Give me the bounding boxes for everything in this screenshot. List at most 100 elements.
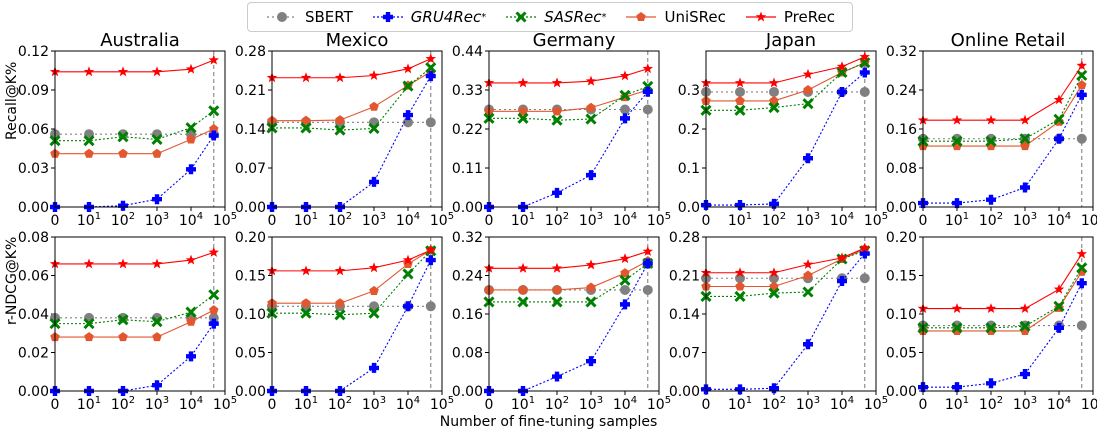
x-tick-label: 101 <box>945 211 969 229</box>
data-point-sasrec <box>117 314 129 326</box>
legend-swatch <box>506 11 537 23</box>
data-point-prerec <box>551 77 563 88</box>
series-line-gru4rec <box>706 72 866 206</box>
data-point-sbert <box>735 86 745 97</box>
data-point-sasrec <box>402 80 414 92</box>
y-tick-label: 0.08 <box>452 346 483 362</box>
data-point-prerec <box>1053 283 1065 294</box>
x-tick-label: 101 <box>728 395 752 413</box>
series-line-prerec <box>923 65 1083 121</box>
x-tick-label: 101 <box>294 211 318 229</box>
panel-row1-col0: 0.00 0.02 0.04 0.06 0.08 0 101 102 103 104 105 <box>18 230 237 413</box>
data-point-sasrec <box>951 322 963 334</box>
data-point-sasrec <box>585 113 597 125</box>
data-point-prerec <box>642 63 654 74</box>
series-line-gru4rec <box>272 75 432 208</box>
legend-label: UniSRec <box>664 8 726 26</box>
data-point-prerec <box>951 303 963 314</box>
x-tick-label: 0 <box>268 213 277 229</box>
data-point-prerec <box>425 244 437 255</box>
data-point-gru4rec <box>837 86 847 97</box>
y-tick-label: 0.00 <box>18 200 49 216</box>
data-point-gru4rec <box>859 248 870 259</box>
y-tick-label: 0.33 <box>452 83 483 99</box>
data-point-sasrec <box>334 309 346 321</box>
x-tick-label: 102 <box>545 395 569 413</box>
y-tick-label: 0.2 <box>678 122 700 138</box>
y-tick-label: 0.06 <box>18 122 49 138</box>
y-tick-label: 0.00 <box>452 200 483 216</box>
data-point-unisrec <box>209 124 219 134</box>
data-point-sasrec <box>768 287 780 299</box>
x-tick-label: 103 <box>145 211 169 229</box>
x-tick-label: 103 <box>796 395 820 413</box>
y-tick-label: 0.20 <box>886 230 917 246</box>
data-point-prerec <box>368 262 380 273</box>
data-point-sasrec <box>208 105 220 117</box>
data-point-sasrec <box>619 89 631 101</box>
data-point-sasrec <box>300 307 312 319</box>
y-tick-label: 0.20 <box>235 230 266 246</box>
data-point-prerec <box>151 66 163 77</box>
data-point-sasrec <box>859 57 871 69</box>
data-point-prerec <box>1019 114 1031 125</box>
data-point-prerec <box>83 66 95 77</box>
panel-row1-col4: 0.00 0.05 0.10 0.15 0.20 0 101 102 103 104 105 <box>886 230 1097 413</box>
x-tick-label: 101 <box>77 211 101 229</box>
panel-online-retail: Online Retail 0.00 0.08 0.16 0.24 0.32 0 101 102… <box>886 30 1097 229</box>
data-point-gru4rec <box>620 299 630 310</box>
legend-label-sup: * <box>481 11 487 23</box>
panel-title: Japan <box>765 30 816 51</box>
data-point-unisrec <box>803 270 813 280</box>
x-tick-label: 104 <box>179 395 203 413</box>
y-tick-label: 0.44 <box>452 44 483 60</box>
data-point-sbert <box>369 301 379 312</box>
axes-frame <box>705 50 877 208</box>
data-point-gru4rec <box>837 276 847 286</box>
y-tick-label: 0.00 <box>886 384 917 400</box>
x-tick-label: 105 <box>213 211 237 229</box>
y-tick-label: 0.3 <box>678 83 700 99</box>
data-point-sasrec <box>517 112 529 124</box>
data-point-gru4rec <box>620 113 630 124</box>
data-point-prerec <box>83 258 95 269</box>
axes-frame <box>922 236 1094 392</box>
data-point-unisrec <box>301 298 311 308</box>
y-tick-label: 0.15 <box>886 269 917 285</box>
data-point-sbert <box>425 117 436 128</box>
panel-row1-col1: 0.00 0.05 0.10 0.15 0.20 0 101 102 103 104 105 <box>235 230 454 413</box>
data-point-sasrec <box>1053 300 1065 312</box>
series-line-sasrec <box>923 267 1083 329</box>
legend-marker-circle <box>277 12 287 22</box>
data-point-unisrec <box>518 106 528 116</box>
series-line-sasrec <box>489 85 648 121</box>
data-point-gru4rec <box>952 198 962 209</box>
data-point-prerec <box>1053 94 1065 105</box>
data-point-sbert <box>769 86 779 97</box>
data-point-sasrec <box>734 104 746 116</box>
data-point-prerec <box>117 66 129 77</box>
data-point-gru4rec <box>769 198 779 209</box>
legend-label: SBERT <box>305 8 353 26</box>
y-tick-label: 0.15 <box>235 269 266 285</box>
data-point-gru4rec <box>425 255 436 266</box>
data-point-prerec <box>517 77 529 88</box>
axes-frame <box>705 236 877 392</box>
data-point-prerec <box>300 72 312 83</box>
data-point-prerec <box>117 258 129 269</box>
data-point-unisrec <box>369 101 379 111</box>
data-point-sasrec <box>334 124 346 136</box>
data-point-unisrec <box>735 281 745 291</box>
data-point-sasrec <box>1053 113 1065 125</box>
panel-row1-col2: 0.00 0.08 0.16 0.24 0.32 0 101 102 103 104 105 <box>452 230 671 413</box>
panel-title: Mexico <box>326 30 389 51</box>
x-tick-label: 101 <box>77 395 101 413</box>
x-tick-label: 101 <box>728 211 752 229</box>
y-tick-label: 0.21 <box>669 269 700 285</box>
series-line-sasrec <box>923 75 1083 142</box>
data-point-gru4rec <box>1054 322 1065 333</box>
data-point-gru4rec <box>208 130 219 141</box>
panel-germany: Germany 0.00 0.11 0.22 0.33 0.44 0 101 102 103 104… <box>452 30 671 229</box>
x-tick-label: 103 <box>579 211 603 229</box>
